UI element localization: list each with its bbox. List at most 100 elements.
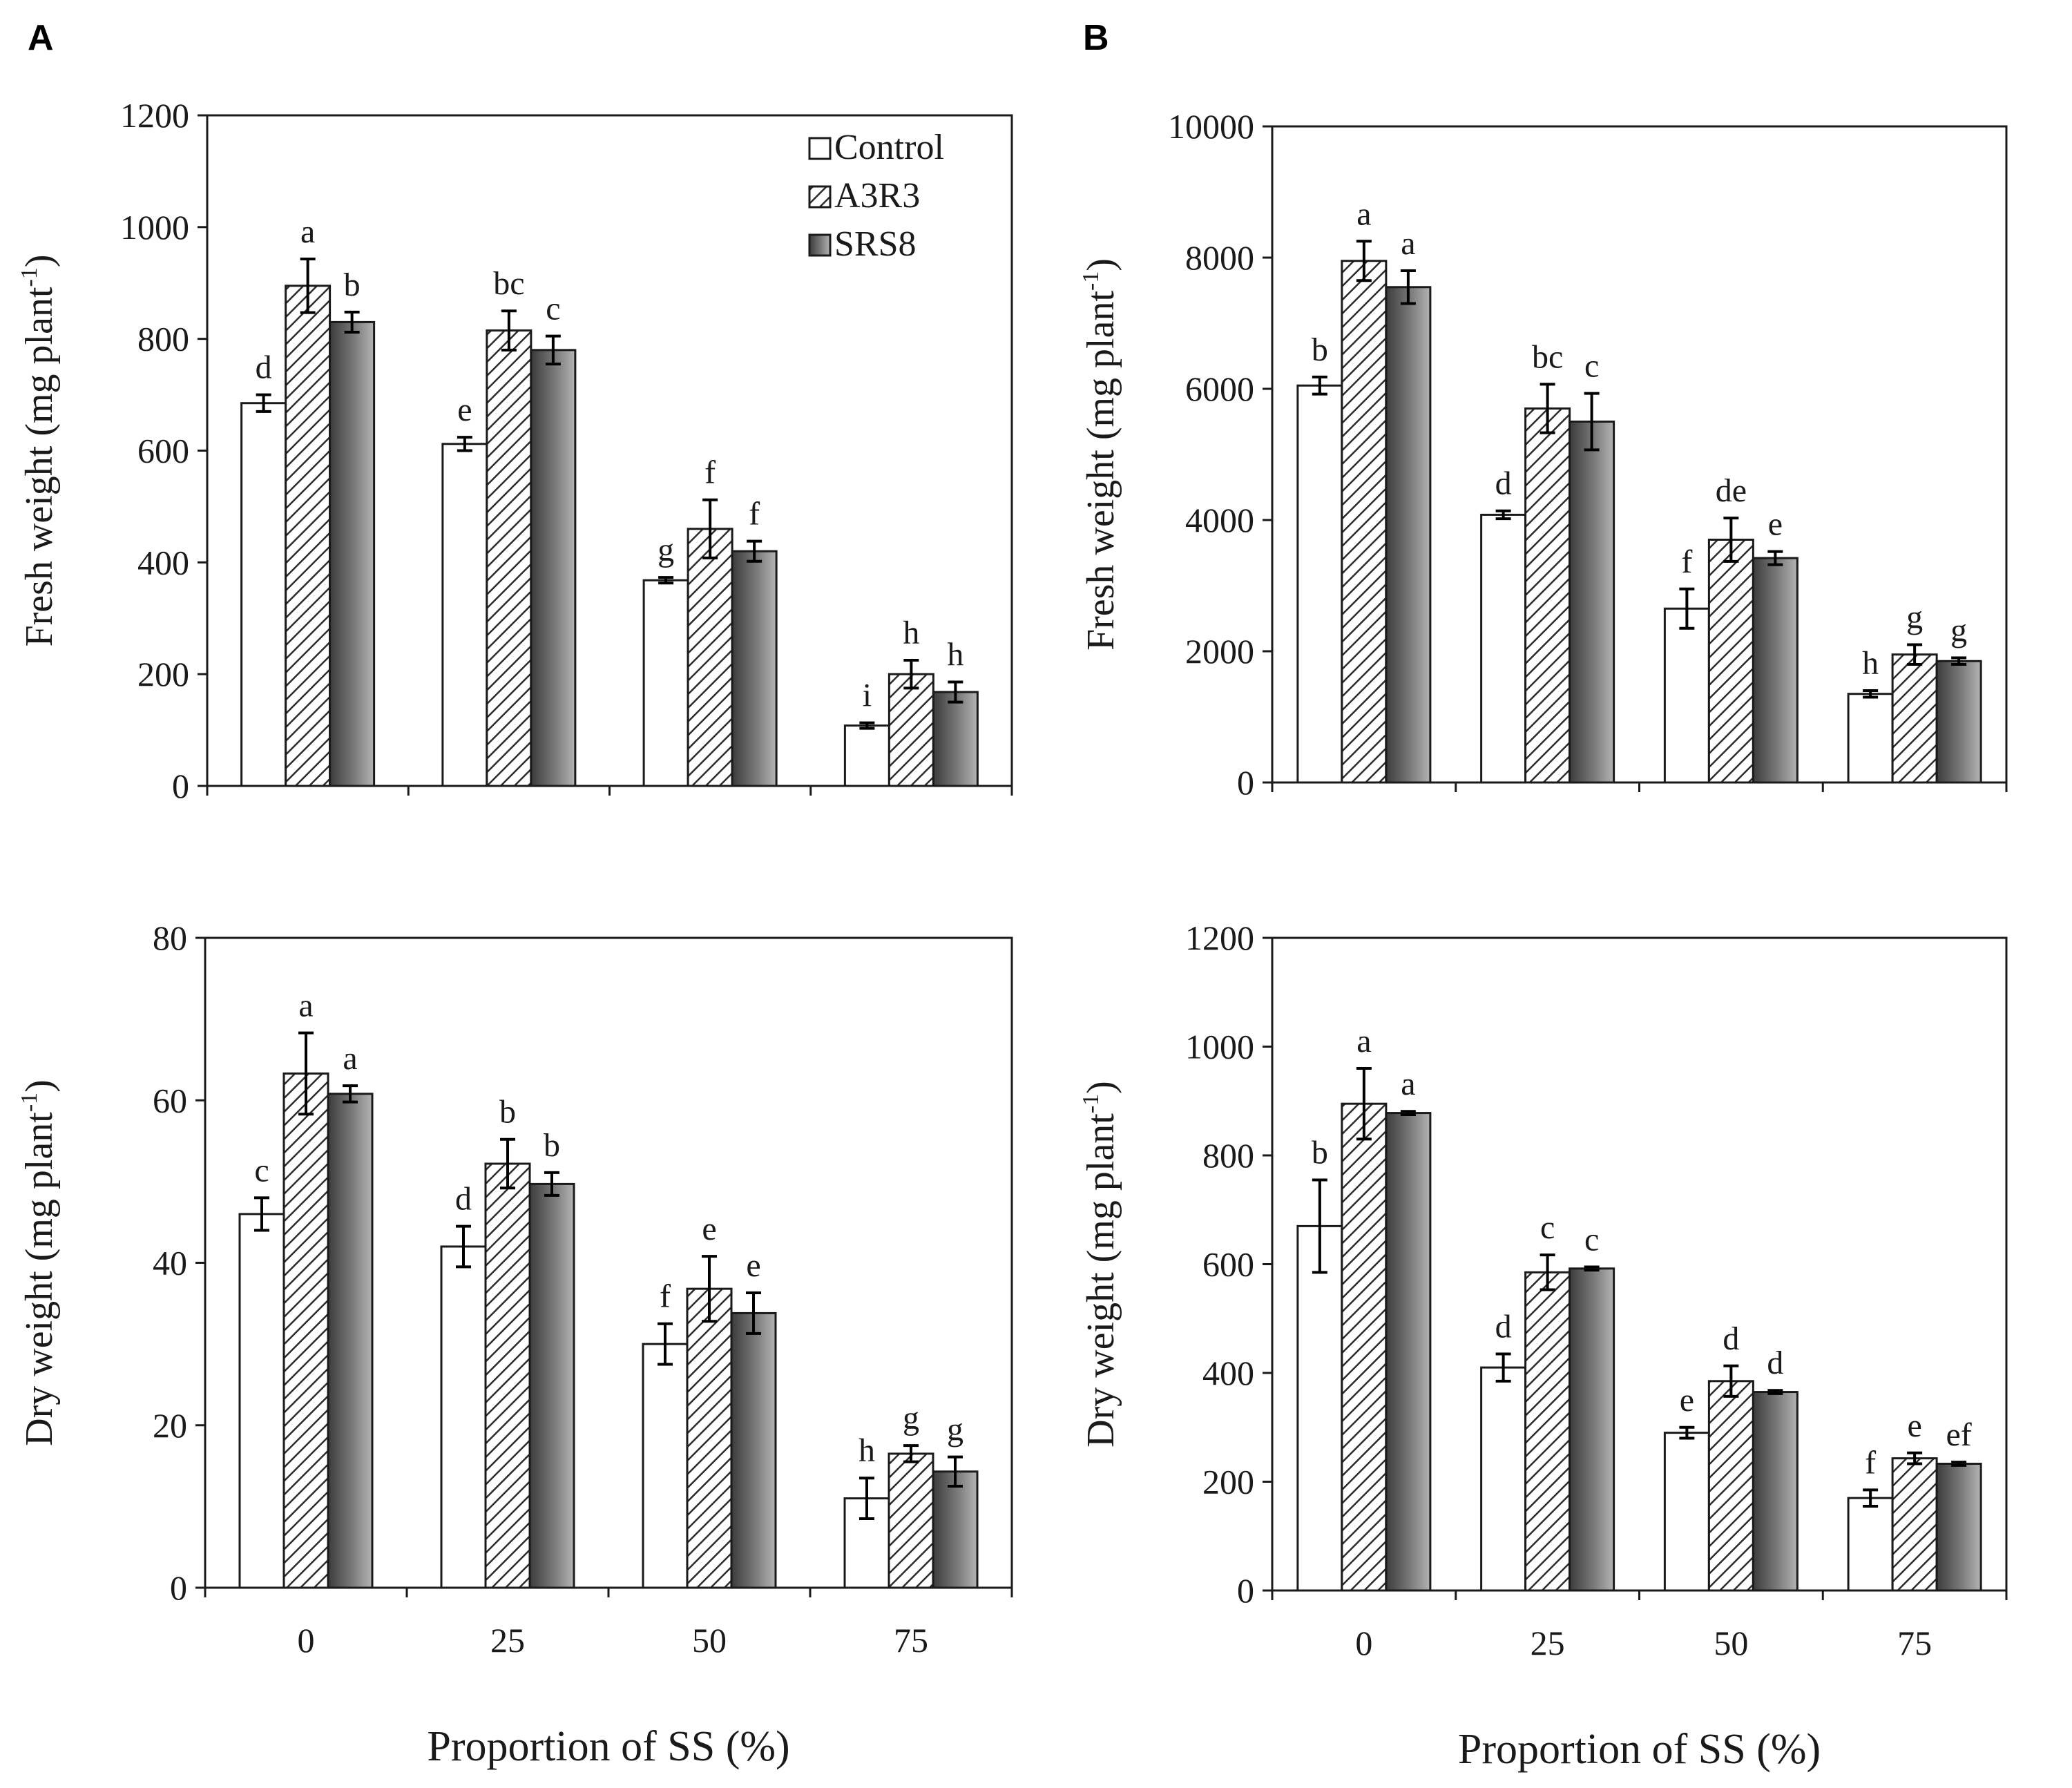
bar-control-0: [240, 402, 287, 787]
bar-control-75: [1847, 693, 1894, 784]
bar-a3r3-25: [486, 329, 533, 787]
y-tick-label: 800: [1202, 1136, 1254, 1175]
significance-letter: a: [300, 213, 315, 250]
significance-letter: c: [1584, 1221, 1599, 1258]
x-tick-label: 0: [1355, 1624, 1372, 1662]
significance-letter: d: [1723, 1320, 1739, 1357]
significance-letter: b: [344, 267, 361, 303]
bar-srs8-25: [1569, 1267, 1615, 1592]
significance-letter: g: [1950, 613, 1967, 649]
legend-swatch-srs8: [808, 233, 832, 257]
significance-letter: f: [1681, 544, 1692, 580]
significance-letter: b: [499, 1094, 516, 1131]
significance-letter: h: [903, 615, 919, 651]
y-tick-label: 0: [1237, 1571, 1254, 1610]
legend-label-control: Control: [834, 128, 944, 167]
significance-letter: a: [343, 1040, 357, 1077]
bar-control-50: [642, 1343, 689, 1589]
bar-control-50: [1663, 1432, 1710, 1592]
bar-srs8-50: [731, 550, 778, 787]
panel-label-a: A: [28, 18, 54, 58]
y-tick-label: 6000: [1185, 369, 1254, 408]
significance-letter: e: [1768, 506, 1783, 543]
bar-a3r3-75: [888, 1452, 934, 1589]
bar-control-25: [1480, 1366, 1527, 1592]
bar-srs8-25: [530, 349, 577, 787]
x-tick-label: 0: [298, 1621, 315, 1660]
significance-letter: h: [1862, 645, 1879, 682]
bar-a3r3-50: [1707, 1380, 1754, 1592]
legend-swatch-control: [808, 137, 832, 160]
panel-label-b: B: [1083, 18, 1109, 58]
bar-control-75: [843, 724, 890, 787]
bar-control-25: [441, 443, 488, 787]
y-tick-label: 1200: [1185, 919, 1254, 957]
legend: Control A3R3 SRS8: [808, 128, 944, 264]
bar-control-75: [1847, 1497, 1894, 1592]
significance-letter: d: [1767, 1345, 1783, 1381]
significance-letter: c: [546, 291, 560, 327]
bar-control-25: [1480, 513, 1527, 784]
significance-letter: g: [658, 532, 674, 568]
significance-letter: e: [746, 1247, 760, 1284]
significance-letter: h: [947, 636, 963, 673]
y-axis-label: Fresh weight (mg plant-1): [1078, 258, 1122, 651]
bar-a3r3-75: [888, 673, 934, 787]
legend-label-srs8: SRS8: [834, 224, 917, 264]
y-tick-label: 400: [137, 543, 189, 581]
significance-letter: e: [702, 1211, 716, 1247]
bar-a3r3-0: [282, 1072, 329, 1589]
bar-a3r3-0: [285, 285, 332, 787]
x-axis-label: Proportion of SS (%): [1458, 1726, 1821, 1773]
bar-a3r3-25: [484, 1162, 531, 1589]
x-tick-label: 50: [692, 1621, 727, 1660]
y-tick-label: 0: [170, 1568, 187, 1607]
significance-letter: g: [903, 1400, 919, 1436]
bar-srs8-0: [327, 1093, 374, 1589]
bar-control-0: [1296, 384, 1343, 784]
bar-a3r3-25: [1524, 407, 1571, 784]
legend-label-a3r3: A3R3: [834, 176, 920, 215]
y-tick-label: 20: [153, 1406, 187, 1445]
y-axis-label: Fresh weight (mg plant-1): [17, 254, 61, 646]
bar-control-0: [238, 1213, 285, 1589]
significance-letter: b: [1312, 331, 1328, 368]
bar-srs8-50: [1752, 1391, 1798, 1592]
bar-a3r3-50: [1707, 539, 1754, 784]
y-tick-label: 1000: [1185, 1028, 1254, 1066]
y-tick-label: 600: [1202, 1245, 1254, 1284]
bar-srs8-75: [1935, 660, 1982, 784]
significance-letter: d: [256, 349, 272, 386]
y-tick-label: 10000: [1168, 107, 1254, 146]
significance-letter: ef: [1946, 1416, 1971, 1453]
chart-b-dry-weight: 0 200 400 600 800 1000 1200 0 25 50 75 Proportion o…: [1078, 919, 2008, 1773]
significance-letter: a: [1356, 195, 1371, 232]
significance-letter: f: [660, 1278, 671, 1315]
y-tick-label: 8000: [1185, 238, 1254, 277]
x-tick-label: 25: [490, 1621, 525, 1660]
significance-letter: a: [1401, 1066, 1415, 1102]
significance-letter: b: [1312, 1134, 1328, 1171]
significance-letter: a: [1356, 1023, 1371, 1059]
y-tick-label: 0: [1237, 763, 1254, 802]
significance-letter: d: [1495, 1308, 1512, 1345]
bar-control-25: [440, 1245, 487, 1589]
chart-a-fresh-weight: 0 200 400 600 800 1000 1200 Fresh weight (mg pl…: [17, 96, 1013, 805]
significance-letter: d: [455, 1181, 472, 1218]
significance-letter: c: [254, 1152, 269, 1189]
chart-a-dry-weight: 0 20 40 60 80 0 25 50 75 Proportion of SS (%) Dry …: [17, 919, 1013, 1770]
y-tick-label: 60: [153, 1081, 187, 1119]
bar-srs8-25: [528, 1182, 575, 1589]
chart-b-fresh-weight: 0 2000 4000 6000 8000 10000 Fresh weight (mg p…: [1078, 107, 2008, 802]
y-tick-label: 400: [1202, 1354, 1254, 1392]
significance-letter: i: [863, 677, 872, 714]
y-tick-label: 200: [1202, 1463, 1254, 1501]
x-tick-label: 75: [894, 1621, 928, 1660]
significance-letter: f: [704, 454, 716, 491]
bar-srs8-75: [1935, 1463, 1982, 1592]
significance-letter: de: [1716, 472, 1747, 509]
x-tick-label: 25: [1531, 1624, 1565, 1662]
bar-srs8-75: [932, 1470, 979, 1589]
y-tick-label: 4000: [1185, 501, 1254, 539]
